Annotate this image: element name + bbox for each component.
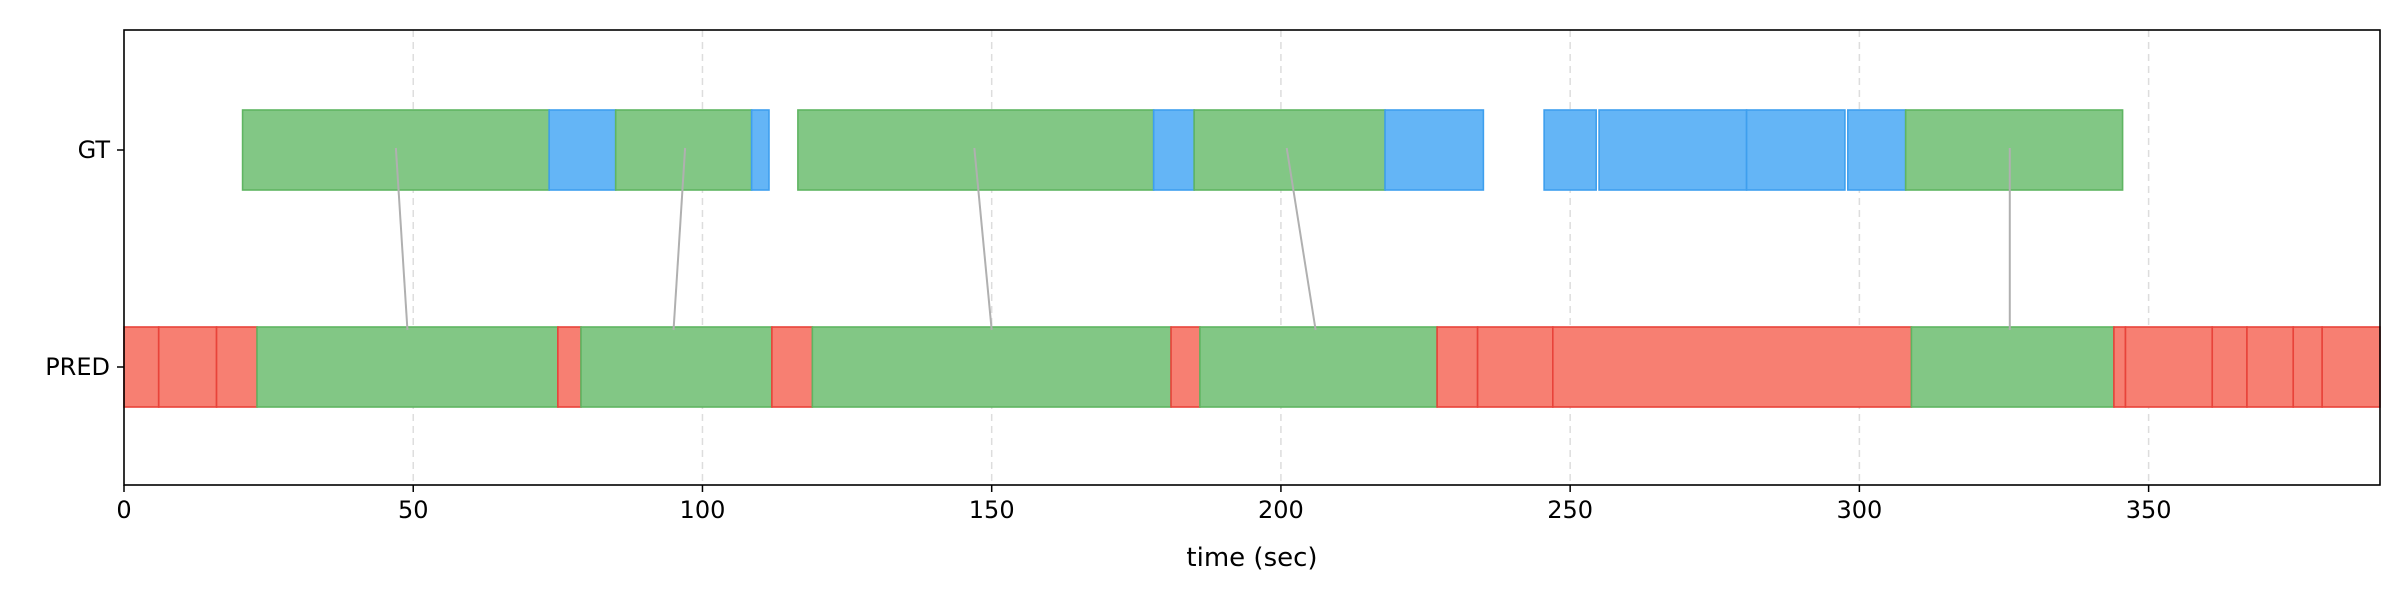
x-axis-label: time (sec) [1186,543,1317,573]
pred-segment [2321,326,2381,408]
x-tick-label: 350 [2126,496,2172,524]
pred-segment [1436,326,1479,408]
pred-segment [2246,326,2295,408]
match-line [672,147,687,331]
pred-segment [157,326,218,408]
gt-segment [1384,109,1485,191]
gt-segment [1745,109,1846,191]
gt-segment [1847,109,1907,191]
x-tick-label: 200 [1258,496,1304,524]
pred-segment [1199,326,1438,408]
y-tick-label: GT [78,136,111,164]
gt-segment [1543,109,1597,191]
x-tick-label: 0 [116,496,131,524]
plot-frame [123,29,2381,486]
gt-segment [1193,109,1386,191]
x-tick-label: 50 [398,496,429,524]
match-lines [394,147,2011,331]
match-line [1285,147,1317,331]
pred-segment [811,326,1172,408]
grid-lines [412,30,2150,485]
pred-segment [256,326,559,408]
pred-segment [771,326,814,408]
pred-row-segments [123,326,2381,408]
pred-segment [123,326,160,408]
y-tick-label: PRED [45,353,110,381]
gt-segment [548,109,617,191]
match-line [394,147,409,331]
x-tick-label: 150 [969,496,1015,524]
pred-segment [1170,326,1201,408]
gt-segment [1904,109,2124,191]
pred-segment [2292,326,2323,408]
pred-segment [557,326,582,408]
pred-segment [1476,326,1554,408]
axes: 0 50 100 150 200 250 300 350 GT PRED [45,136,2171,524]
gt-segment [797,109,1155,191]
gt-segment [1598,109,1748,191]
pred-segment [1910,326,2115,408]
match-line [973,147,993,331]
x-tick-label: 250 [1547,496,1593,524]
gt-row-segments [241,109,2124,191]
pred-segment [2113,326,2127,408]
x-tick-label: 300 [1836,496,1882,524]
gt-segment [1152,109,1195,191]
pred-segment [2211,326,2248,408]
pred-segment [1552,326,1913,408]
x-tick-label: 100 [680,496,726,524]
pred-segment [2124,326,2214,408]
gt-segment [750,109,770,191]
pred-segment [215,326,258,408]
pred-segment [580,326,773,408]
